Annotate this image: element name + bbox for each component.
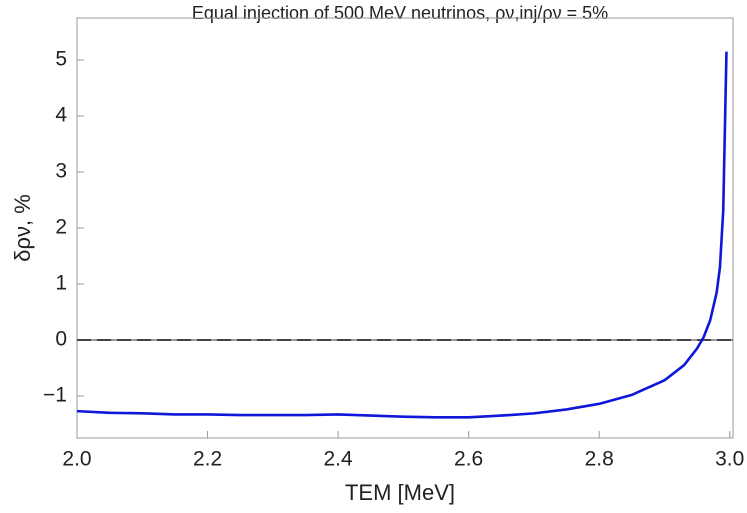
plot-frame bbox=[76, 17, 734, 439]
x-tick-label: 2.4 bbox=[323, 448, 353, 471]
y-tick-label: −1 bbox=[43, 384, 67, 407]
y-tick-label: 4 bbox=[55, 104, 67, 127]
x-tick-label: 2.2 bbox=[193, 448, 222, 471]
x-tick-label: 2.6 bbox=[454, 448, 483, 471]
x-tick-label: 2.8 bbox=[585, 448, 614, 471]
data-line bbox=[76, 51, 728, 419]
y-tick-label: 5 bbox=[55, 48, 67, 71]
y-tick-label: 3 bbox=[55, 160, 67, 183]
x-tick-label: 2.0 bbox=[62, 448, 91, 471]
y-axis-label: δρν, % bbox=[10, 194, 35, 262]
y-tick-label: 0 bbox=[55, 328, 67, 351]
chart-title: Equal injection of 500 MeV neutrinos, ρν… bbox=[192, 3, 608, 23]
y-tick-label: 1 bbox=[55, 272, 67, 295]
x-tick-label: 3.0 bbox=[715, 448, 744, 471]
y-tick-label: 2 bbox=[55, 216, 67, 239]
x-axis-label: TEM [MeV] bbox=[345, 480, 455, 505]
